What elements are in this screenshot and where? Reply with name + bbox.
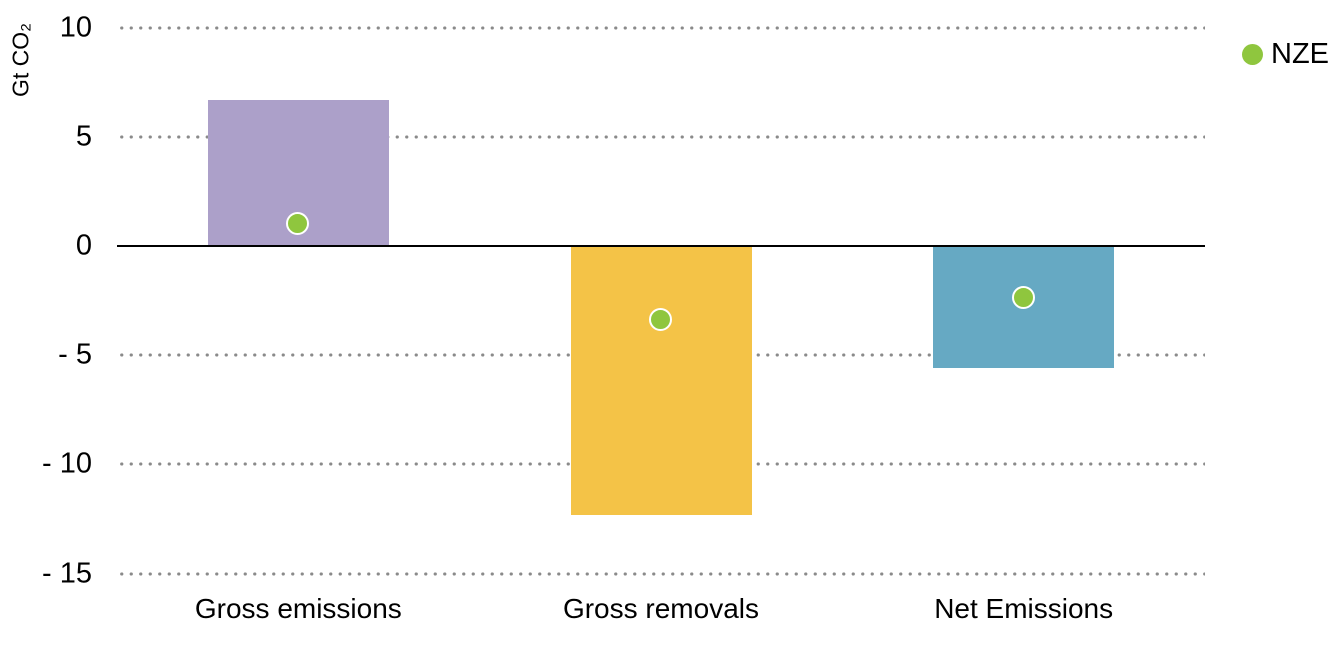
bar-gross-removals <box>570 246 752 515</box>
y-tick-label--15: - 15 <box>42 557 92 590</box>
nze-marker-gross-removals <box>649 308 672 332</box>
gridline-5 <box>117 134 1205 139</box>
nze-marker-gross-emissions <box>286 212 310 236</box>
nze-legend-marker-icon <box>1242 44 1263 65</box>
y-tick-label--5: - 5 <box>58 338 92 371</box>
y-tick-label--10: - 10 <box>42 447 92 480</box>
y-tick-label-5: 5 <box>75 120 92 153</box>
gridline--15 <box>117 571 1205 576</box>
legend: NZE <box>1242 40 1329 69</box>
x-axis-zero-line <box>117 245 1205 247</box>
x-category-label-net-emissions: Net Emissions <box>934 593 1114 624</box>
legend-label: NZE <box>1271 38 1329 70</box>
x-category-label-gross-removals: Gross removals <box>562 593 759 624</box>
x-category-label-gross-emissions: Gross emissions <box>194 593 402 624</box>
gridline-10 <box>117 25 1205 30</box>
y-tick-label-10: 10 <box>59 11 92 44</box>
nze-marker-net-emissions <box>1011 286 1035 310</box>
y-tick-label-0: 0 <box>75 229 92 262</box>
